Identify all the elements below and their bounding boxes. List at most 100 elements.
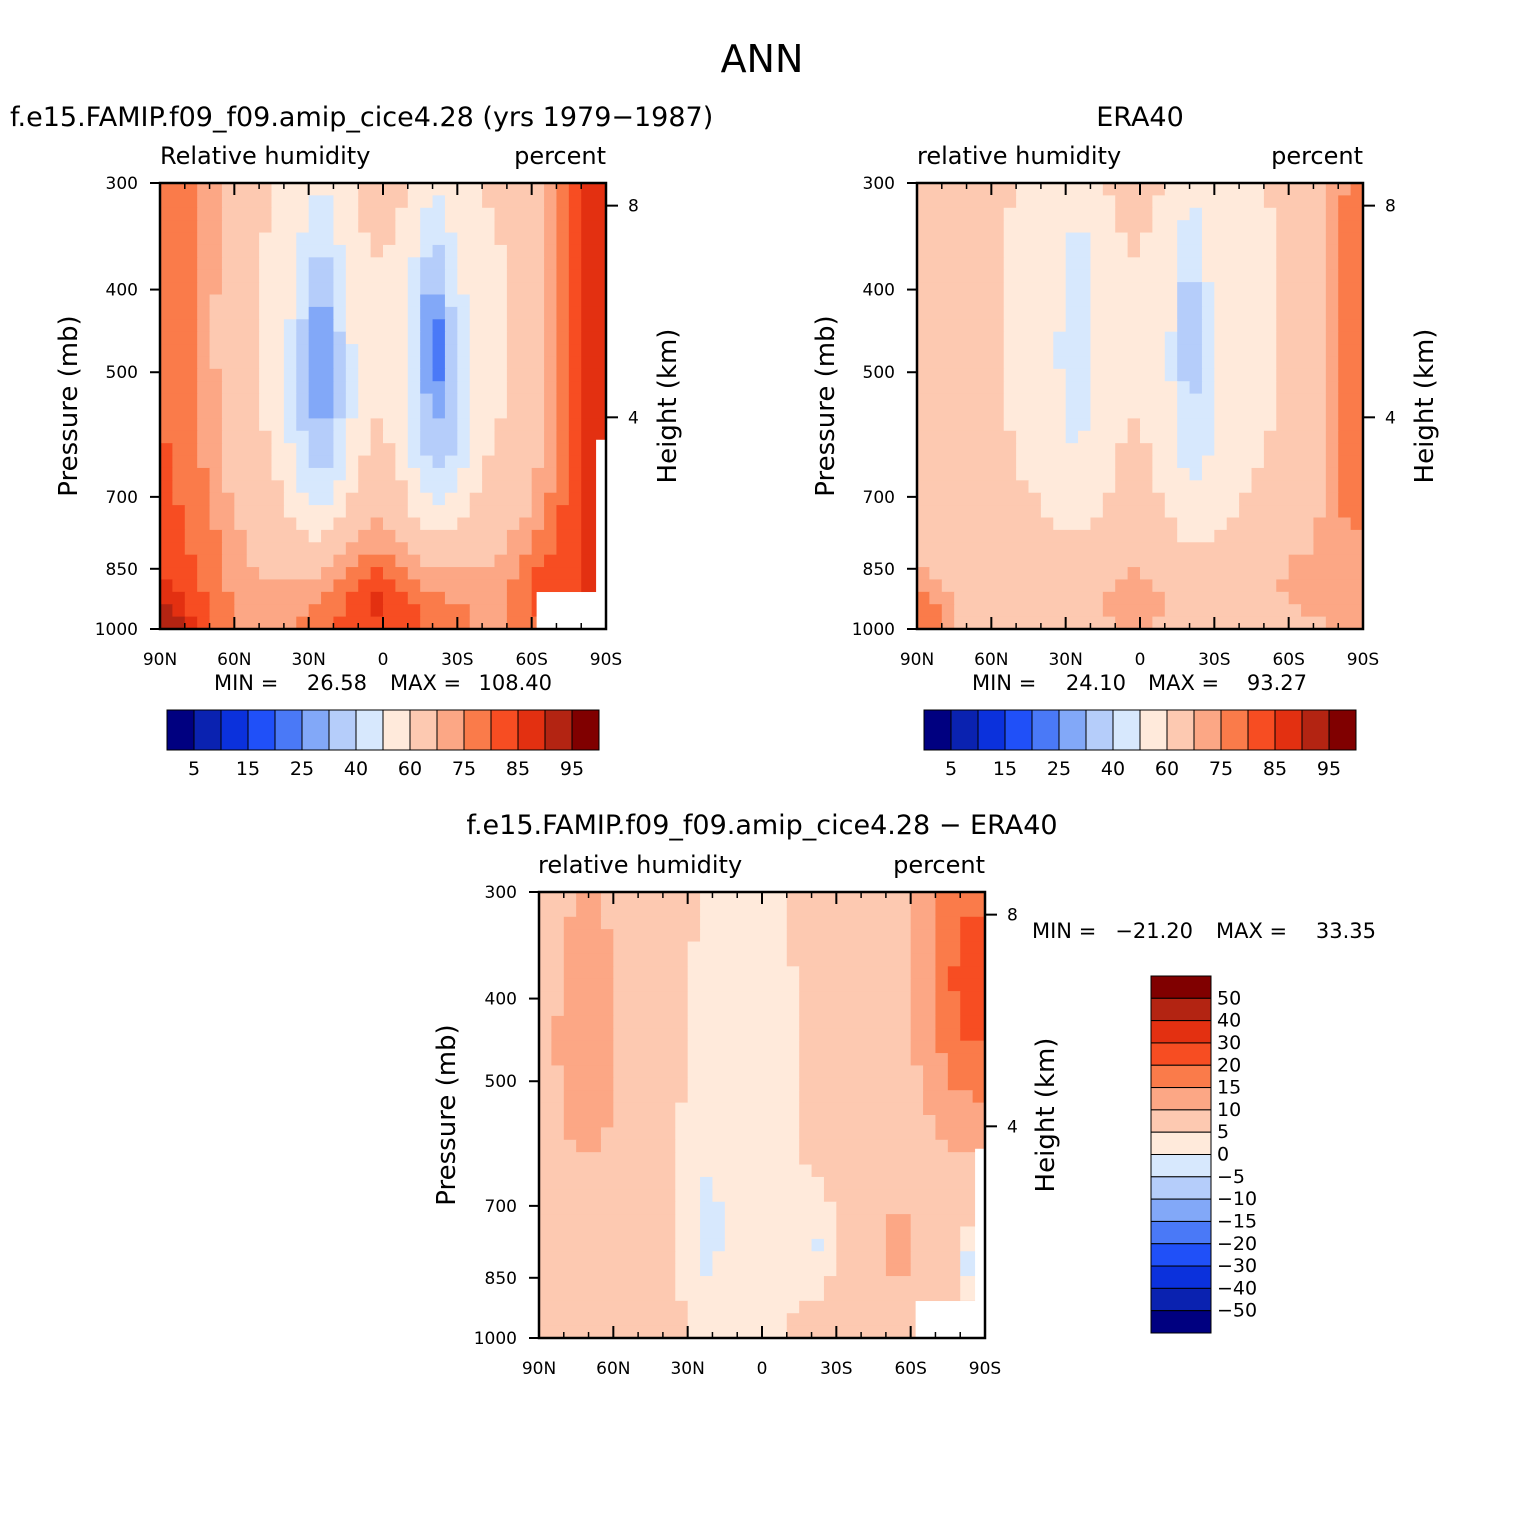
contour-cell (556, 195, 570, 209)
contour-cell (1214, 344, 1277, 358)
colorbar-swatch (1150, 1042, 1212, 1066)
contour-cell (568, 183, 582, 196)
contour-cell (700, 1251, 714, 1265)
contour-cell (308, 195, 335, 209)
contour-cell (383, 430, 409, 444)
contour-cell (221, 567, 260, 581)
contour-cell (576, 904, 602, 918)
colorbar-swatch (1150, 1176, 1212, 1200)
contour-cell (1301, 604, 1364, 618)
contour-cell (1016, 430, 1067, 444)
colorbar-swatch (1247, 709, 1276, 751)
contour-cell (917, 505, 1042, 519)
panel-model-subtitle-left: Relative humidity (160, 142, 370, 170)
contour-cell (539, 1053, 552, 1067)
antarctic-terrain-mask (536, 592, 606, 629)
contour-cell (568, 368, 582, 382)
colorbar-label: 15 (993, 758, 1017, 780)
colorbar-label: 10 (1217, 1099, 1241, 1121)
colorbar-swatch (1328, 709, 1357, 751)
colorbar-swatch (1274, 709, 1303, 751)
contour-cell (539, 1201, 676, 1215)
contour-cell (675, 1102, 800, 1116)
contour-cell (836, 1251, 887, 1265)
contour-cell (209, 492, 235, 506)
contour-cell (563, 991, 614, 1005)
contour-cell (544, 269, 558, 283)
contour-cell (160, 244, 198, 258)
contour-cell (407, 319, 421, 333)
contour-cell (539, 1152, 676, 1166)
contour-cell (799, 991, 912, 1005)
contour-cell (283, 319, 297, 333)
contour-cell (917, 331, 1005, 345)
contour-cell (544, 393, 558, 407)
contour-cell (563, 1115, 614, 1128)
contour-cell (1177, 381, 1191, 395)
contour-cell (197, 269, 223, 283)
colorbar-swatch (517, 709, 546, 751)
contour-cell (563, 1102, 614, 1116)
contour-cell (786, 892, 912, 905)
y-tick-label: 400 (485, 990, 517, 1010)
contour-cell (539, 1300, 689, 1314)
contour-cell (1177, 257, 1203, 271)
x-tick-label: 60N (596, 1359, 630, 1379)
contour-cell (1276, 294, 1327, 308)
contour-cell (221, 368, 260, 382)
colorbar-label: 40 (1101, 758, 1125, 780)
contour-cell (1152, 220, 1178, 234)
contour-cell (259, 381, 285, 395)
contour-cell (1090, 294, 1178, 308)
contour-cell (917, 195, 1017, 209)
contour-cell (947, 1053, 986, 1067)
contour-cell (469, 406, 508, 419)
contour-cell (1065, 269, 1092, 283)
contour-cell (333, 257, 347, 271)
contour-cell (259, 418, 285, 432)
contour-cell (910, 953, 937, 967)
contour-cell (506, 294, 545, 308)
contour-cell (432, 368, 446, 382)
contour-cell (1090, 356, 1166, 370)
contour-cell (160, 294, 198, 308)
colorbar-swatch (1150, 997, 1212, 1022)
contour-cell (333, 443, 347, 457)
panel-era40-ticks: 90N 60N 30N 0 30S 60S 90S 300 400 500 700 850 1000 8 4 (852, 174, 1396, 670)
contour-cell (296, 244, 347, 258)
contour-cell (407, 381, 421, 395)
contour-cell (172, 443, 198, 457)
contour-cell (917, 381, 1005, 395)
contour-cell (917, 591, 930, 605)
contour-cell (469, 505, 533, 519)
contour-cell (345, 467, 359, 481)
contour-cell (1214, 418, 1277, 432)
contour-cell (160, 480, 173, 494)
contour-cell (296, 517, 335, 531)
contour-cell (1276, 306, 1327, 320)
contour-cell (954, 616, 1116, 630)
contour-cell (581, 220, 607, 234)
contour-cell (333, 430, 347, 444)
contour-cell (544, 183, 558, 196)
contour-cell (1003, 232, 1067, 246)
contour-cell (823, 1189, 986, 1203)
colorbar-label: 5 (945, 758, 957, 780)
contour-cell (1214, 529, 1315, 543)
contour-cell (1090, 517, 1178, 531)
contour-cell (172, 579, 198, 593)
contour-cell (1115, 195, 1153, 209)
contour-cell (1214, 319, 1277, 333)
contour-cell (444, 319, 458, 333)
colorbar-swatch (274, 709, 303, 751)
contour-cell (308, 529, 322, 543)
contour-cell (947, 1077, 986, 1091)
contour-cell (444, 220, 496, 234)
contour-cell (1276, 393, 1327, 407)
contour-cell (420, 207, 446, 221)
contour-cell (494, 207, 545, 221)
contour-cell (935, 1115, 986, 1128)
contour-cell (700, 1189, 714, 1203)
panel-model-ylabel: Pressure (mb) (54, 315, 84, 496)
